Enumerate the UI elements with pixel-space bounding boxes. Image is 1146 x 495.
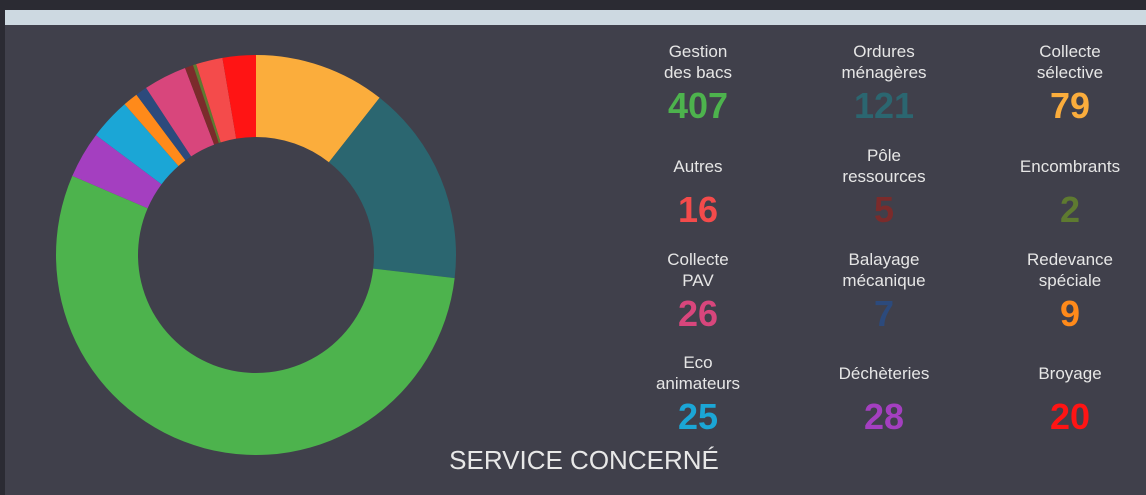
legend-label: Collecte sélective — [1036, 42, 1104, 82]
donut-slice — [55, 175, 455, 456]
legend-value: 26 — [677, 293, 719, 334]
legend-label: Autres — [673, 156, 723, 176]
donut-slice — [146, 68, 215, 157]
legend-value: 407 — [667, 85, 729, 126]
legend-cell: Gestion des bacs 407 — [623, 36, 773, 124]
legend-label: Collecte PAV — [667, 250, 729, 290]
legend-label: Balayage mécanique — [842, 250, 926, 290]
legend-cell: Eco animateurs 25 — [623, 347, 773, 435]
legend-cell: Ordures ménagères 121 — [809, 36, 959, 124]
donut-slice — [72, 135, 162, 209]
donut-slice — [136, 87, 192, 161]
legend-value: 9 — [1059, 293, 1081, 334]
donut-slice — [185, 65, 219, 145]
legend-label: Pôle ressources — [842, 146, 926, 186]
legend-value: 20 — [1049, 396, 1091, 437]
legend-label: Ordures ménagères — [841, 42, 927, 82]
legend-label: Gestion des bacs — [663, 42, 733, 82]
legend-label: Redevance spéciale — [1026, 250, 1113, 290]
legend-label: Encombrants — [1019, 156, 1121, 176]
legend-cell: Déchèteries 28 — [809, 347, 959, 435]
legend-value: 79 — [1049, 85, 1091, 126]
legend-value: 28 — [863, 396, 905, 437]
top-bar — [5, 10, 1146, 25]
donut-slice — [95, 104, 179, 185]
chart-title: SERVICE CONCERNÉ — [449, 445, 719, 475]
legend-label: Broyage — [1038, 363, 1102, 383]
legend-value: 2 — [1059, 189, 1081, 230]
legend-cell: Pôle ressources 5 — [809, 140, 959, 228]
legend-cell: Collecte sélective 79 — [995, 36, 1145, 124]
legend-value: 25 — [677, 396, 719, 437]
legend-label: Déchèteries — [838, 363, 930, 383]
legend-value: 16 — [677, 189, 719, 230]
legend-cell: Balayage mécanique 7 — [809, 244, 959, 332]
legend-cell: Encombrants 2 — [995, 140, 1145, 228]
legend-value: 121 — [853, 85, 915, 126]
donut-slice — [222, 55, 256, 139]
legend-cell: Autres 16 — [623, 140, 773, 228]
donut-slice — [196, 57, 237, 143]
donut-slice — [124, 94, 186, 167]
legend-cell: Redevance spéciale 9 — [995, 244, 1145, 332]
legend-value: 7 — [873, 293, 895, 334]
donut-slice — [328, 97, 456, 279]
legend-cell: Broyage 20 — [995, 347, 1145, 435]
donut-slice — [192, 64, 221, 144]
legend-value: 5 — [873, 189, 895, 230]
donut-slice — [256, 55, 380, 163]
legend-cell: Collecte PAV 26 — [623, 244, 773, 332]
legend-label: Eco animateurs — [655, 353, 741, 393]
